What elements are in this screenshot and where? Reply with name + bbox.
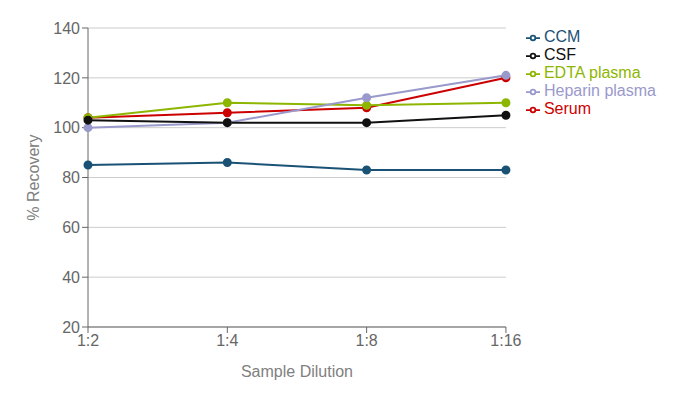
svg-text:60: 60: [62, 219, 80, 236]
html-text:CSF: CSF: [543, 46, 576, 63]
html-text:Serum: Serum: [543, 100, 592, 117]
svg-text:1:8: 1:8: [356, 332, 378, 349]
html-text:EDTA plasma: EDTA plasma: [543, 64, 641, 81]
svg-text:Sample Dilution: Sample Dilution: [241, 363, 353, 380]
svg-text:20: 20: [62, 319, 80, 336]
html-text:Heparin plasma: Heparin plasma: [543, 82, 656, 99]
svg-text:100: 100: [53, 119, 80, 136]
svg-text:120: 120: [53, 70, 80, 87]
svg-text:40: 40: [62, 269, 80, 286]
svg-text:1:4: 1:4: [216, 332, 238, 349]
svg-text:% Recovery: % Recovery: [25, 134, 42, 220]
svg-text:1:2: 1:2: [77, 332, 99, 349]
svg-text:1:16: 1:16: [490, 332, 521, 349]
svg-text:140: 140: [53, 20, 80, 37]
svg-text:80: 80: [62, 169, 80, 186]
html-text:CCM: CCM: [543, 28, 581, 45]
